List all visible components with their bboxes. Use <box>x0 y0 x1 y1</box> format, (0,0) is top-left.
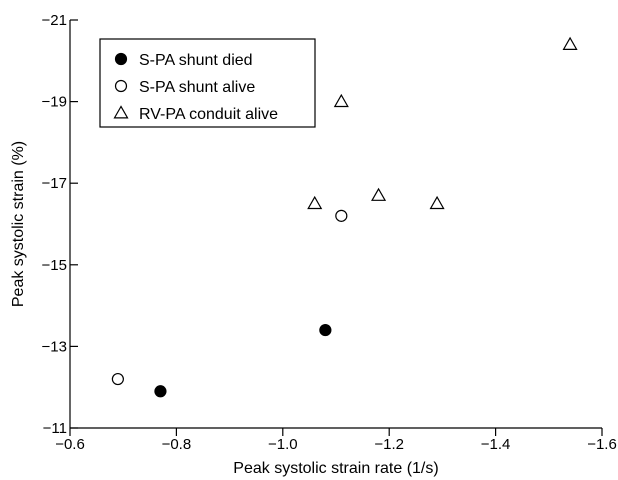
data-point <box>335 209 348 222</box>
x-ticks: −0.6 −0.8 −1.0 −1.2 −1.4 −1.6 <box>55 428 617 453</box>
y-ticks: −11 −13 −15 −17 −19 −21 <box>42 12 78 437</box>
y-tick-label: −11 <box>43 420 67 437</box>
data-point <box>562 36 578 50</box>
data-point <box>429 195 445 210</box>
x-tick-label: −1.0 <box>268 436 298 453</box>
y-tick-label: −19 <box>42 94 67 111</box>
x-tick-label: −1.2 <box>374 436 404 453</box>
legend: S-PA shunt died S-PA shunt alive RV-PA con… <box>99 38 316 128</box>
x-axis-title: Peak systolic strain rate (1/s) <box>233 460 438 477</box>
axes <box>69 20 602 429</box>
legend-label: S-PA shunt alive <box>139 79 255 96</box>
data-point <box>371 187 387 201</box>
legend-label: RV-PA conduit alive <box>139 106 278 123</box>
y-tick-label: −21 <box>42 12 67 29</box>
x-tick-label: −1.4 <box>481 436 511 453</box>
x-tick-label: −0.6 <box>55 436 85 453</box>
data-point <box>154 385 167 398</box>
data-point <box>319 323 332 337</box>
y-tick-label: −17 <box>42 175 67 192</box>
data-point <box>307 195 323 210</box>
x-tick-label: −1.6 <box>587 436 617 453</box>
x-tick-label: −0.8 <box>162 436 192 453</box>
legend-box <box>99 38 316 128</box>
legend-marker <box>113 105 129 119</box>
data-point <box>111 372 124 386</box>
y-tick-label: −13 <box>42 338 67 355</box>
legend-marker <box>114 52 128 66</box>
data-points <box>111 36 578 398</box>
legend-label: S-PA shunt died <box>139 52 253 69</box>
legend-entries: S-PA shunt died S-PA shunt alive RV-PA con… <box>113 52 278 123</box>
legend-marker <box>114 79 128 93</box>
y-axis-title: Peak systolic strain (%) <box>10 141 27 307</box>
data-point <box>333 93 349 108</box>
y-tick-label: −15 <box>42 257 67 274</box>
